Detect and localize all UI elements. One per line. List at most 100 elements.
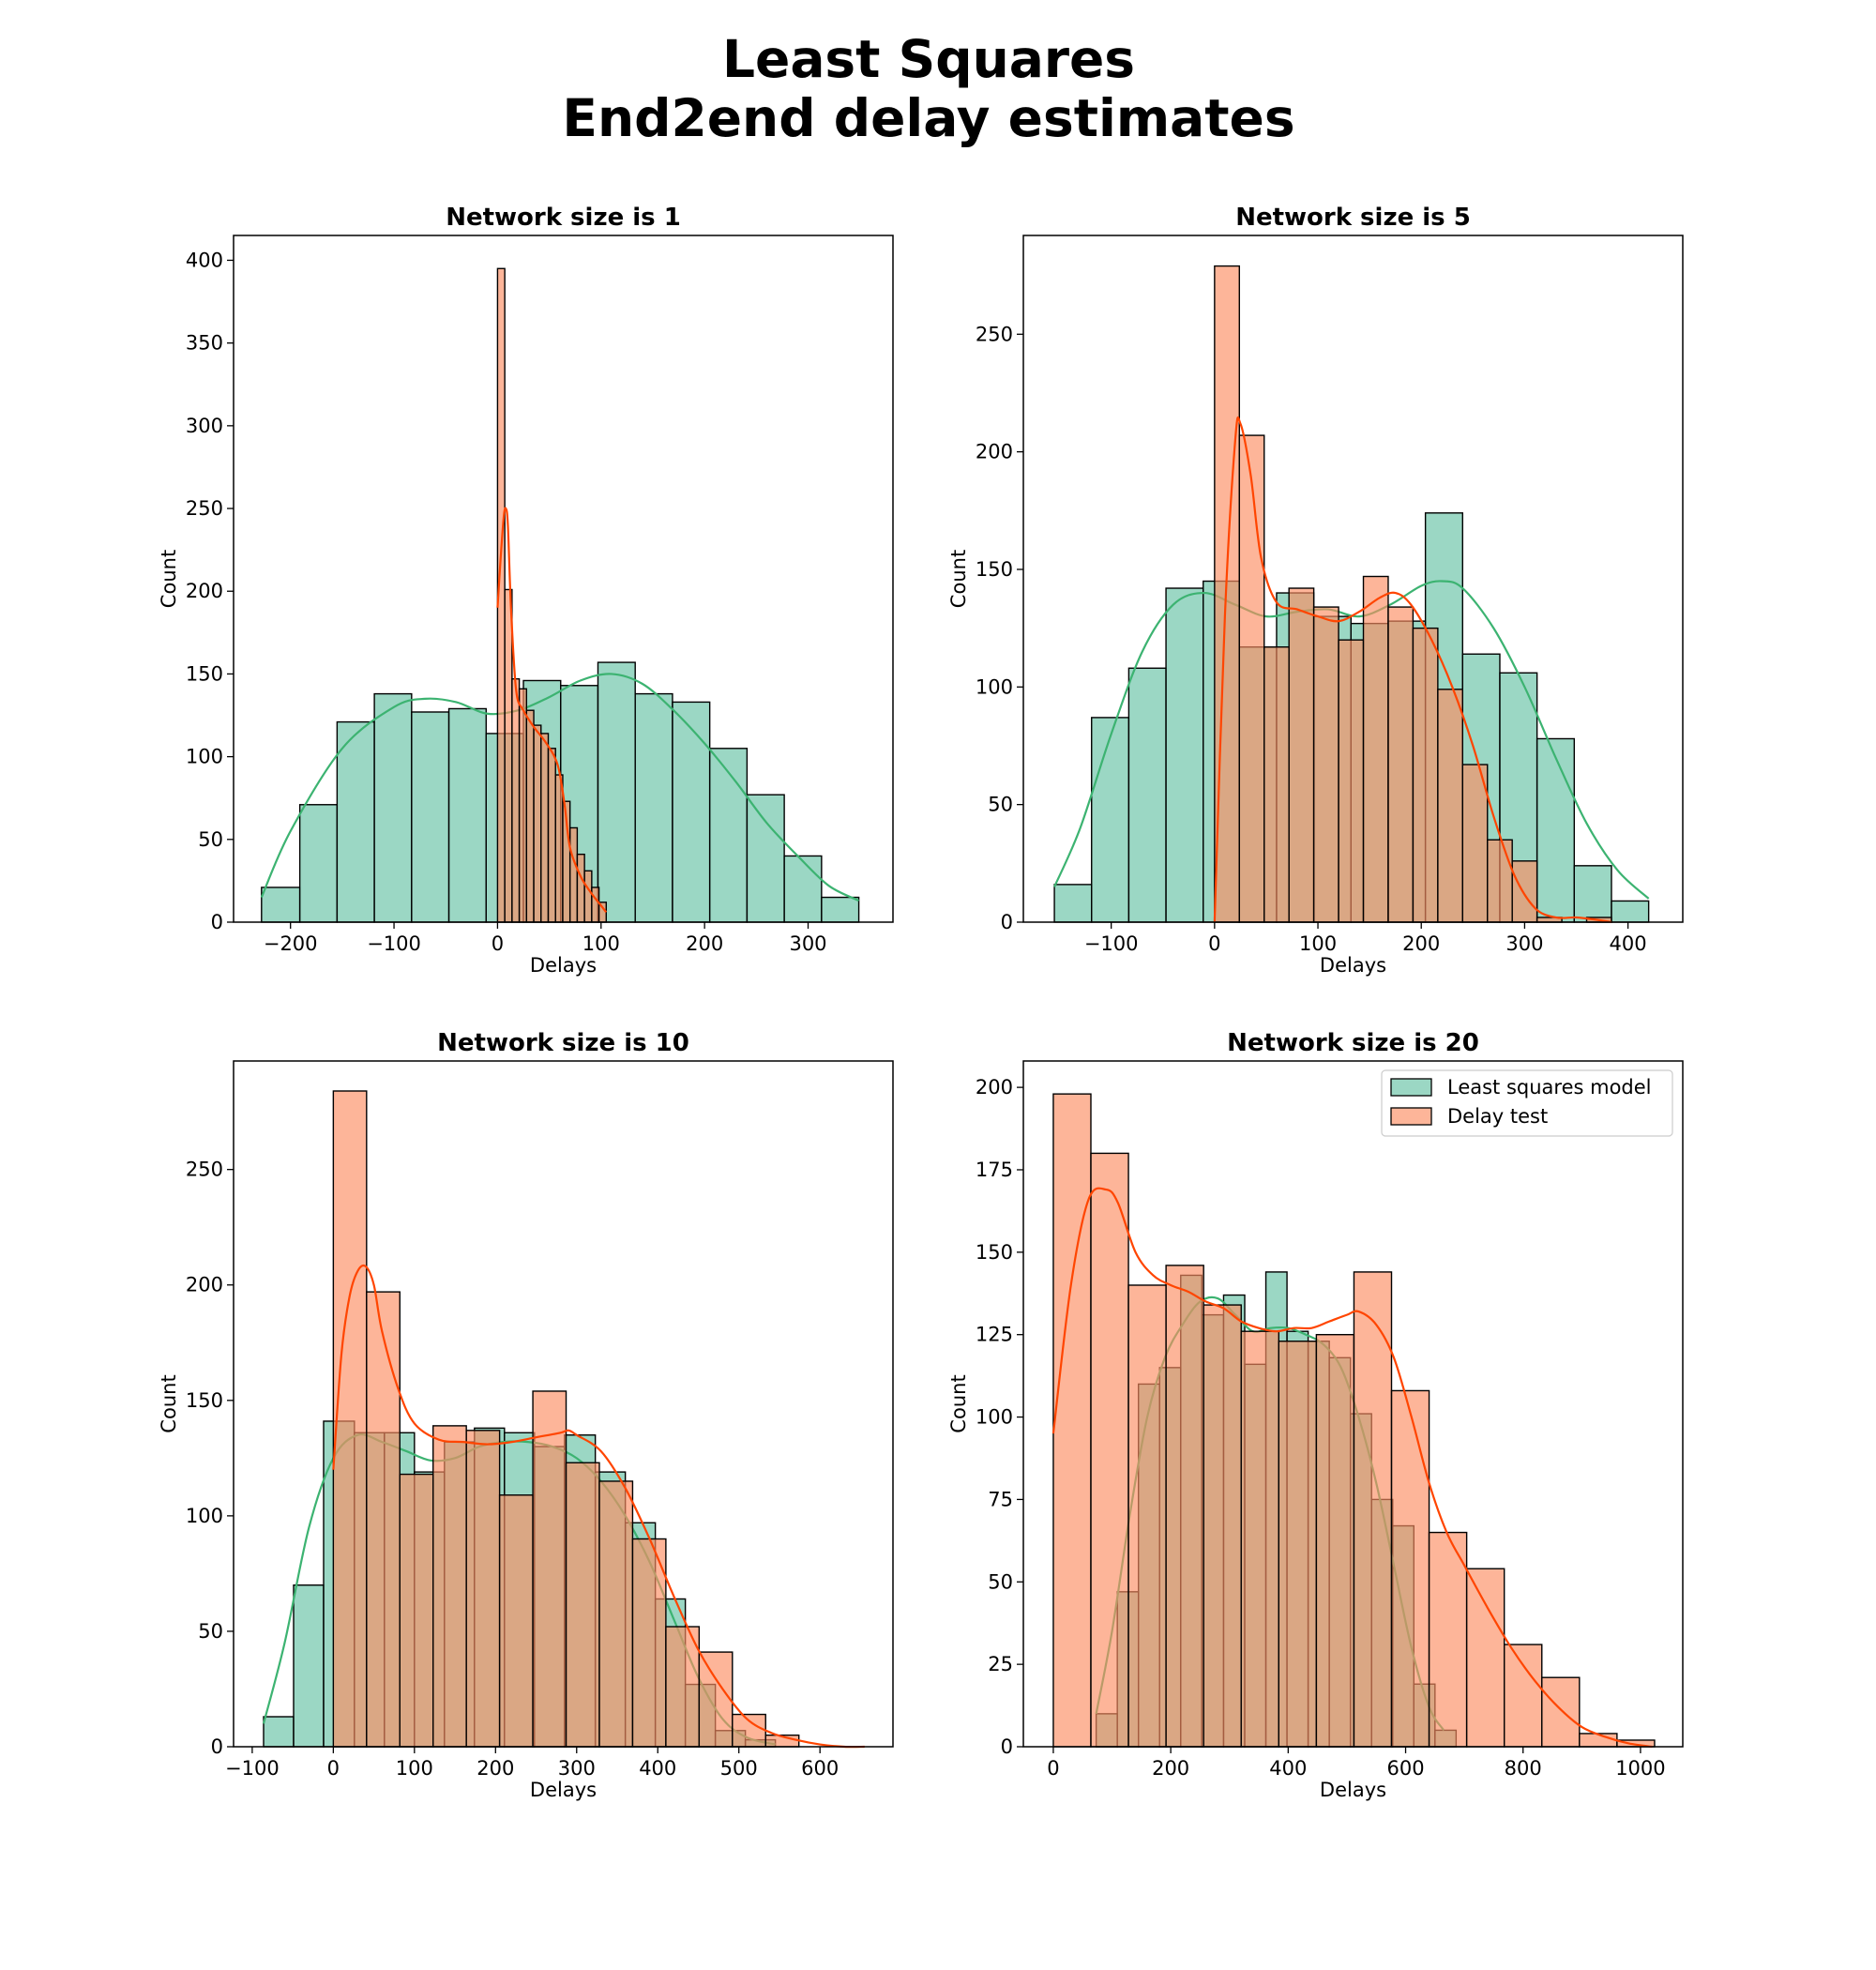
bar-least-squares <box>336 720 375 923</box>
bar-delay-test <box>540 733 550 923</box>
legend-box <box>1381 1069 1673 1137</box>
y-tick-label: 100 <box>976 1406 1013 1429</box>
y-axis-label: Count <box>947 550 970 608</box>
bar-delay-test <box>568 826 579 923</box>
kde-line-delay-test <box>1051 1187 1653 1749</box>
y-tick-label: 250 <box>186 1159 223 1181</box>
bar-delay-test <box>1338 639 1365 923</box>
bar-delay-test <box>525 709 535 923</box>
y-tick-label: 150 <box>976 558 1013 581</box>
legend-swatch-least-squares <box>1390 1078 1432 1097</box>
x-tick-label: −200 <box>264 932 318 955</box>
y-tick-label: 50 <box>198 828 223 851</box>
x-tick-label: 0 <box>1047 1757 1059 1780</box>
figure-title-line1: Least Squares <box>722 29 1135 89</box>
bar-delay-test <box>1487 839 1513 923</box>
x-tick-label: 400 <box>1610 932 1647 955</box>
bar-delay-test <box>1315 1333 1355 1748</box>
panel-title: Network size is 20 <box>1227 1029 1479 1057</box>
bar-delay-test <box>366 1291 401 1748</box>
bar-delay-test <box>504 588 513 923</box>
bar-delay-test <box>1465 1568 1505 1748</box>
y-tick-label: 150 <box>186 1389 223 1412</box>
bar-delay-test <box>1240 1330 1280 1748</box>
bar-delay-test <box>1263 645 1290 923</box>
bar-delay-test <box>518 688 528 923</box>
legend: Least squares model Delay test <box>1381 1069 1673 1137</box>
x-tick-label: 800 <box>1505 1757 1542 1780</box>
x-tick-label: 0 <box>1208 932 1220 955</box>
x-tick-label: 500 <box>720 1757 758 1780</box>
bar-least-squares <box>597 661 636 923</box>
bar-delay-test <box>1437 689 1463 923</box>
bar-least-squares <box>672 701 711 923</box>
bar-delay-test <box>1203 1304 1242 1748</box>
bar-least-squares <box>1611 900 1650 923</box>
y-tick-label: 150 <box>186 662 223 685</box>
y-tick-label: 0 <box>211 911 223 933</box>
bar-delay-test <box>1503 1644 1543 1748</box>
bar-least-squares <box>411 711 450 923</box>
axes-frame <box>233 235 894 923</box>
kde-line-delay-test <box>332 1264 865 1749</box>
bar-least-squares <box>373 692 413 923</box>
bar-least-squares <box>746 794 785 923</box>
bar-delay-test <box>1278 1341 1318 1748</box>
y-tick-label: 100 <box>976 675 1013 698</box>
bar-delay-test <box>1052 1093 1092 1748</box>
y-tick-label: 200 <box>186 1274 223 1296</box>
bar-delay-test <box>591 886 600 923</box>
y-tick-label: 0 <box>1001 1735 1013 1758</box>
x-tick-label: 100 <box>582 932 620 955</box>
figure-title-line2: End2end delay estimates <box>562 88 1294 148</box>
x-axis-label: Delays <box>530 954 597 977</box>
bar-least-squares <box>1165 587 1204 923</box>
panel-title: Network size is 5 <box>1235 204 1471 232</box>
x-tick-label: 300 <box>1505 932 1543 955</box>
x-tick-label: 1000 <box>1615 1757 1665 1780</box>
kde-line-delay-test <box>1213 417 1612 924</box>
bar-least-squares <box>263 1716 295 1748</box>
y-tick-label: 200 <box>976 441 1013 463</box>
legend-label-delay-test: Delay test <box>1447 1105 1548 1128</box>
kde-line-least-squares <box>260 673 860 902</box>
bar-delay-test <box>732 1713 766 1748</box>
y-tick-label: 300 <box>186 415 223 437</box>
x-tick-label: 100 <box>396 1757 433 1780</box>
bar-delay-test <box>1387 606 1415 923</box>
y-axis-label: Count <box>158 1374 180 1432</box>
x-tick-label: −100 <box>1084 932 1139 955</box>
bar-least-squares <box>1091 717 1130 923</box>
bar-least-squares <box>783 855 823 923</box>
panel-network-size-10: Network size is 10−100 0 100 200 300 400 500 60… <box>158 1029 894 1801</box>
axes-frame <box>1022 1060 1684 1748</box>
x-tick-label: 200 <box>1402 932 1440 955</box>
panel-network-size-20: Network size is 20 0 200 400 600 800 1000 0 25 50… <box>947 1029 1684 1801</box>
bar-delay-test <box>399 1473 434 1748</box>
x-tick-label: 0 <box>492 932 504 955</box>
bar-delay-test <box>631 1538 667 1748</box>
bar-least-squares <box>634 692 673 923</box>
x-axis-label: Delays <box>530 1779 597 1801</box>
bar-delay-test <box>1541 1676 1581 1748</box>
y-tick-label: 75 <box>988 1488 1013 1510</box>
y-tick-label: 400 <box>186 249 223 271</box>
bar-delay-test <box>598 1480 634 1748</box>
bar-least-squares <box>708 748 749 923</box>
x-tick-label: 200 <box>477 1757 514 1780</box>
bar-delay-test <box>1412 627 1439 923</box>
bar-least-squares <box>1536 737 1576 923</box>
bar-delay-test <box>1312 606 1339 923</box>
bar-delay-test <box>554 774 564 923</box>
x-tick-label: 300 <box>789 932 826 955</box>
panel-title: Network size is 1 <box>446 204 681 232</box>
bar-delay-test <box>1362 575 1389 923</box>
y-tick-label: 175 <box>976 1159 1013 1181</box>
bar-least-squares <box>447 707 487 923</box>
bar-delay-test <box>498 1494 534 1748</box>
bar-delay-test <box>583 870 593 923</box>
y-tick-label: 150 <box>976 1241 1013 1264</box>
bar-least-squares <box>821 896 860 923</box>
axes-frame <box>233 1060 894 1748</box>
